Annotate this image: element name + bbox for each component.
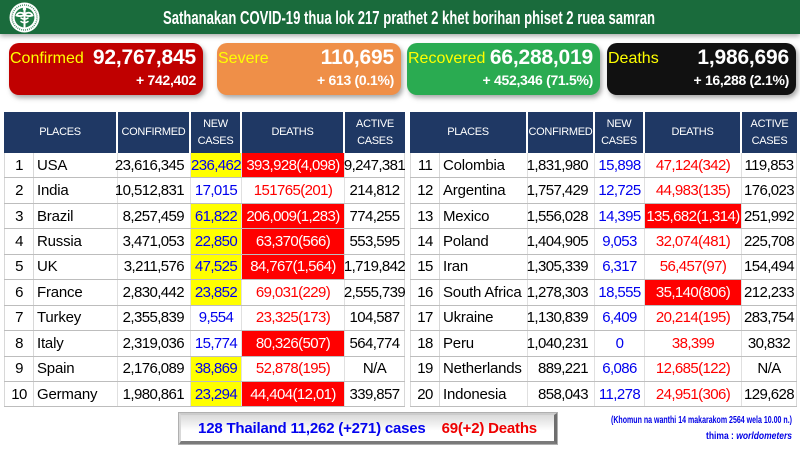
svg-text:Sathanakan COVID-19 thua lok 2: Sathanakan COVID-19 thua lok 217 prathet… <box>163 8 655 28</box>
svg-text:thima : worldometers: thima : worldometers <box>706 430 792 442</box>
svg-text:(Khomun na wanthi 14 makarakom: (Khomun na wanthi 14 makarakom 2564 wela… <box>611 414 792 426</box>
